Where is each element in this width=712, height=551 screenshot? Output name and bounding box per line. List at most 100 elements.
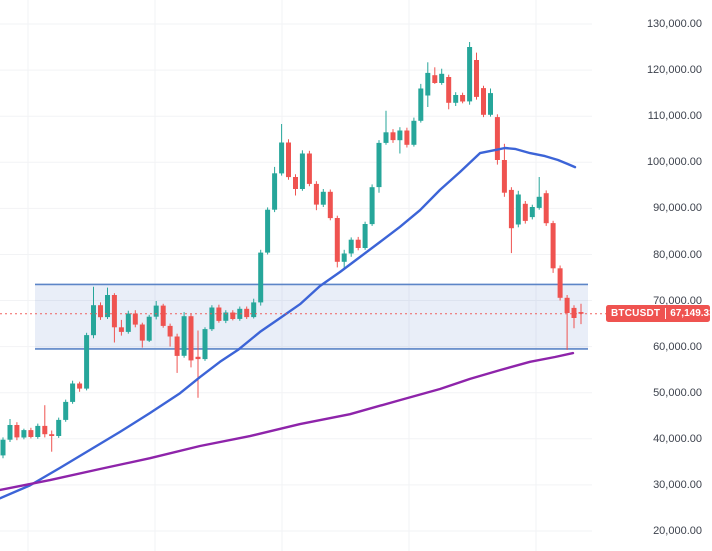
y-axis-label: 80,000.00 bbox=[653, 248, 702, 261]
candle bbox=[543, 190, 549, 226]
candle bbox=[474, 52, 479, 100]
candle bbox=[362, 221, 368, 250]
y-axis-label: 40,000.00 bbox=[653, 432, 702, 445]
candle bbox=[411, 117, 417, 147]
candle bbox=[49, 430, 55, 452]
candle bbox=[56, 417, 62, 438]
candle bbox=[306, 150, 312, 187]
candle bbox=[320, 189, 326, 207]
candle bbox=[446, 74, 452, 110]
candle bbox=[494, 114, 500, 165]
ma-slow-purple-line bbox=[0, 351, 575, 492]
candle bbox=[327, 189, 333, 221]
candle bbox=[432, 67, 438, 84]
candle bbox=[188, 313, 194, 368]
candle bbox=[279, 124, 285, 176]
candle bbox=[467, 42, 473, 105]
y-axis-label: 90,000.00 bbox=[653, 202, 702, 215]
grid-horizontal-lines bbox=[0, 23, 592, 532]
candle bbox=[439, 68, 445, 85]
candle bbox=[425, 62, 431, 107]
candle bbox=[105, 287, 110, 319]
price-axis[interactable]: 130,000.00 120,000.00 110,000.00 100,000.00… bbox=[592, 0, 712, 551]
candle bbox=[313, 181, 319, 211]
candle bbox=[251, 298, 257, 319]
candle bbox=[299, 150, 305, 191]
candlestick-series bbox=[0, 42, 584, 459]
grid-vertical-lines bbox=[27, 0, 537, 551]
candle bbox=[195, 330, 201, 398]
y-axis-label: 70,000.00 bbox=[653, 294, 702, 307]
y-axis-label: 100,000.00 bbox=[646, 156, 702, 169]
candle bbox=[460, 92, 466, 104]
candle bbox=[258, 249, 264, 306]
candle bbox=[153, 301, 159, 320]
candle bbox=[550, 220, 556, 273]
badge-divider bbox=[665, 308, 667, 320]
candle bbox=[28, 427, 34, 439]
y-axis-label: 60,000.00 bbox=[653, 340, 702, 353]
candle bbox=[369, 184, 375, 226]
last-price-badge: BTCUSDT 67,149.33 bbox=[606, 305, 712, 323]
candle bbox=[230, 310, 236, 321]
candle bbox=[383, 110, 389, 145]
candle bbox=[397, 127, 403, 154]
y-axis-label: 130,000.00 bbox=[646, 18, 702, 30]
candle bbox=[272, 166, 278, 213]
candle bbox=[167, 323, 173, 347]
candle bbox=[529, 204, 535, 220]
candle bbox=[91, 286, 96, 339]
candle bbox=[174, 333, 180, 373]
y-axis-label: 30,000.00 bbox=[653, 478, 702, 491]
candle bbox=[488, 88, 493, 117]
candle bbox=[341, 249, 347, 270]
candle bbox=[209, 305, 215, 331]
candle bbox=[522, 201, 528, 224]
candle bbox=[7, 419, 13, 442]
candle bbox=[557, 265, 563, 301]
candle bbox=[265, 207, 271, 255]
candle bbox=[481, 85, 486, 118]
candle bbox=[14, 422, 20, 441]
candle bbox=[146, 314, 152, 342]
candle bbox=[418, 83, 424, 123]
candle bbox=[35, 423, 41, 439]
candle bbox=[293, 174, 298, 196]
candle bbox=[84, 332, 90, 391]
candle bbox=[571, 305, 577, 329]
candle bbox=[160, 303, 166, 328]
badge-price-value: 67,149.33 bbox=[670, 308, 712, 320]
candle bbox=[376, 140, 382, 193]
candle bbox=[216, 304, 222, 323]
y-axis-label: 110,000.00 bbox=[647, 110, 702, 123]
y-axis-label: 120,000.00 bbox=[646, 64, 702, 77]
badge-symbol-label: BTCUSDT bbox=[611, 308, 661, 320]
candle bbox=[355, 236, 361, 251]
candle bbox=[286, 139, 291, 180]
candle bbox=[21, 428, 27, 440]
candle bbox=[111, 293, 117, 343]
candle bbox=[42, 405, 48, 438]
candle bbox=[564, 295, 570, 350]
candle bbox=[98, 302, 103, 320]
candle bbox=[63, 399, 69, 422]
candle bbox=[334, 215, 340, 268]
candle bbox=[118, 319, 124, 336]
candle bbox=[404, 127, 410, 148]
candle bbox=[70, 380, 76, 404]
y-axis-label: 50,000.00 bbox=[653, 386, 702, 399]
candle bbox=[139, 322, 145, 348]
candle bbox=[390, 129, 396, 143]
candle bbox=[453, 92, 459, 106]
candle bbox=[237, 306, 243, 321]
candle bbox=[0, 437, 6, 459]
ma-fast-blue-line bbox=[0, 146, 577, 500]
candle bbox=[515, 190, 521, 228]
candle bbox=[77, 381, 83, 392]
candle bbox=[244, 306, 250, 319]
candle bbox=[202, 327, 208, 361]
